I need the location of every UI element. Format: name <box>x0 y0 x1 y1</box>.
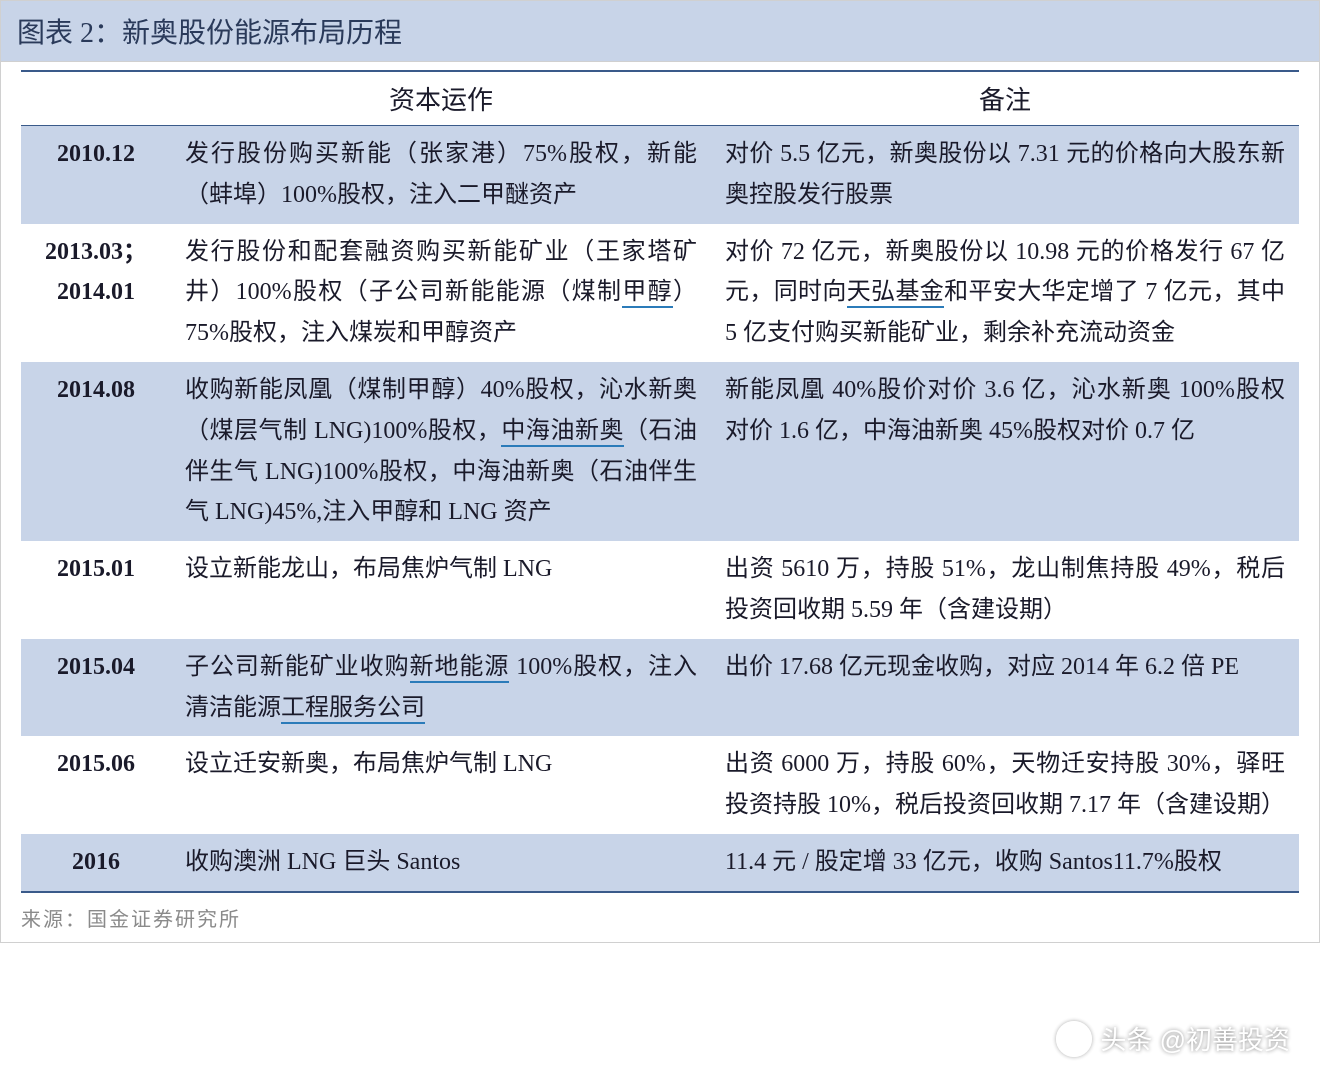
table-row: 2015.01 设立新能龙山，布局焦炉气制 LNG 出资 5610 万，持股 51%… <box>21 541 1299 639</box>
remark-cell: 出价 17.68 亿元现金收购，对应 2014 年 6.2 倍 PE <box>711 639 1299 737</box>
date-cell: 2013.03； 2014.01 <box>21 224 171 362</box>
table-row: 2014.08收购新能凤凰（煤制甲醇）40%股权，沁水新奥（煤层气制 LNG)1… <box>21 362 1299 541</box>
date-cell: 2014.08 <box>21 362 171 541</box>
date-cell: 2015.06 <box>21 736 171 834</box>
table-body: 2010.12发行股份购买新能（张家港）75%股权，新能（蚌埠）100%股权，注… <box>21 126 1299 892</box>
underlined-term: 天弘基金 <box>847 279 944 308</box>
underlined-term: 新地能源 <box>410 654 510 683</box>
text-segment: 发行股份和配套融资购买新能矿业（王家塔矿井）100%股权（子公司新能能源（煤制 <box>185 239 697 306</box>
watermark-icon <box>1056 1021 1092 1057</box>
underlined-term: 工程服务公司 <box>281 695 425 724</box>
operation-cell: 发行股份和配套融资购买新能矿业（王家塔矿井）100%股权（子公司新能能源（煤制甲… <box>171 224 711 362</box>
operation-cell: 收购新能凤凰（煤制甲醇）40%股权，沁水新奥（煤层气制 LNG)100%股权，中… <box>171 362 711 541</box>
date-cell: 2016 <box>21 834 171 892</box>
remark-cell: 出资 6000 万，持股 60%，天物迁安持股 30%，驿旺投资持股 10%，税… <box>711 736 1299 834</box>
watermark-text: 头条 @初善投资 <box>1100 1020 1290 1057</box>
text-segment: 出资 5610 万，持股 51%，龙山制焦持股 49%，税后投资回收期 5.59… <box>725 556 1285 623</box>
remark-cell: 对价 5.5 亿元，新奥股份以 7.31 元的价格向大股东新奥控股发行股票 <box>711 126 1299 224</box>
text-segment: 发行股份购买新能（张家港）75%股权，新能（蚌埠）100%股权，注入二甲醚资产 <box>185 141 697 208</box>
history-table: 资本运作 备注 2010.12发行股份购买新能（张家港）75%股权，新能（蚌埠）… <box>21 70 1299 893</box>
table-wrapper: 资本运作 备注 2010.12发行股份购买新能（张家港）75%股权，新能（蚌埠）… <box>1 62 1319 897</box>
underlined-term: 甲醇 <box>622 279 673 308</box>
col-header-date <box>21 71 171 126</box>
col-header-remark: 备注 <box>711 71 1299 126</box>
operation-cell: 设立新能龙山，布局焦炉气制 LNG <box>171 541 711 639</box>
text-segment: 子公司新能矿业收购 <box>185 654 410 680</box>
figure-title: 图表 2：新奥股份能源布局历程 <box>17 18 402 49</box>
remark-cell: 新能凤凰 40%股价对价 3.6 亿，沁水新奥 100%股权对价 1.6 亿，中… <box>711 362 1299 541</box>
table-header-row: 资本运作 备注 <box>21 71 1299 126</box>
table-row: 2015.04子公司新能矿业收购新地能源 100%股权，注入清洁能源工程服务公司… <box>21 639 1299 737</box>
text-segment: 出价 17.68 亿元现金收购，对应 2014 年 6.2 倍 PE <box>725 654 1239 680</box>
operation-cell: 发行股份购买新能（张家港）75%股权，新能（蚌埠）100%股权，注入二甲醚资产 <box>171 126 711 224</box>
text-segment: 对价 5.5 亿元，新奥股份以 7.31 元的价格向大股东新奥控股发行股票 <box>725 141 1285 208</box>
source-citation: 来源：国金证券研究所 <box>1 897 1319 942</box>
remark-cell: 11.4 元 / 股定增 33 亿元，收购 Santos11.7%股权 <box>711 834 1299 892</box>
underlined-term: 中海油新奥 <box>501 418 624 447</box>
table-row: 2015.06 设立迁安新奥，布局焦炉气制 LNG 出资 6000 万，持股 60%… <box>21 736 1299 834</box>
table-row: 2016 收购澳洲 LNG 巨头 Santos 11.4 元 / 股定增 33 亿元… <box>21 834 1299 892</box>
text-segment: 设立新能龙山，布局焦炉气制 LNG <box>185 556 552 582</box>
text-segment: 11.4 元 / 股定增 33 亿元，收购 Santos11.7%股权 <box>725 849 1222 875</box>
operation-cell: 设立迁安新奥，布局焦炉气制 LNG <box>171 736 711 834</box>
remark-cell: 出资 5610 万，持股 51%，龙山制焦持股 49%，税后投资回收期 5.59… <box>711 541 1299 639</box>
operation-cell: 子公司新能矿业收购新地能源 100%股权，注入清洁能源工程服务公司 <box>171 639 711 737</box>
text-segment: 设立迁安新奥，布局焦炉气制 LNG <box>185 751 552 777</box>
date-cell: 2010.12 <box>21 126 171 224</box>
figure-container: 图表 2：新奥股份能源布局历程 资本运作 备注 2010.12发行股份购买新能（… <box>0 0 1320 943</box>
operation-cell: 收购澳洲 LNG 巨头 Santos <box>171 834 711 892</box>
col-header-operation: 资本运作 <box>171 71 711 126</box>
date-cell: 2015.04 <box>21 639 171 737</box>
title-bar: 图表 2：新奥股份能源布局历程 <box>1 1 1319 62</box>
table-row: 2013.03； 2014.01发行股份和配套融资购买新能矿业（王家塔矿井）10… <box>21 224 1299 362</box>
text-segment: 新能凤凰 40%股价对价 3.6 亿，沁水新奥 100%股权对价 1.6 亿，中… <box>725 377 1285 444</box>
watermark: 头条 @初善投资 <box>1056 1020 1290 1057</box>
text-segment: 收购澳洲 LNG 巨头 Santos <box>185 849 460 875</box>
text-segment: 出资 6000 万，持股 60%，天物迁安持股 30%，驿旺投资持股 10%，税… <box>725 751 1285 818</box>
table-row: 2010.12发行股份购买新能（张家港）75%股权，新能（蚌埠）100%股权，注… <box>21 126 1299 224</box>
date-cell: 2015.01 <box>21 541 171 639</box>
remark-cell: 对价 72 亿元，新奥股份以 10.98 元的价格发行 67 亿元，同时向天弘基… <box>711 224 1299 362</box>
